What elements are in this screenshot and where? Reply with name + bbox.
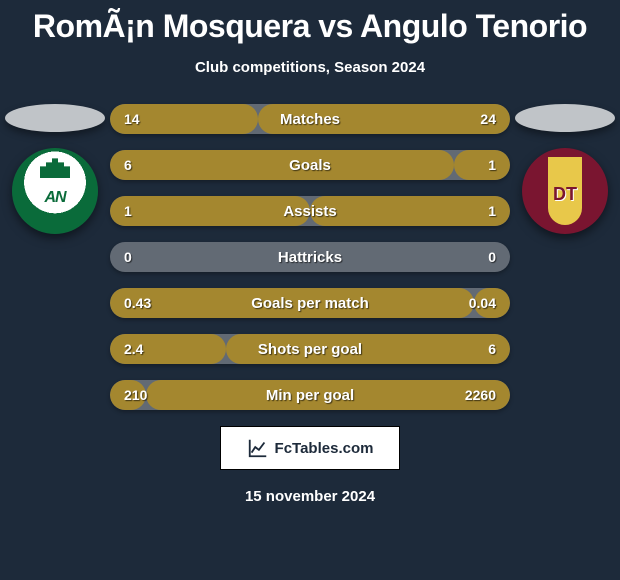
- stat-label: Goals per match: [110, 288, 510, 318]
- stat-bar-row: 00Hattricks: [110, 242, 510, 272]
- stat-bar-row: 61Goals: [110, 150, 510, 180]
- player-right-column: [510, 104, 620, 234]
- stat-bar-row: 2.46Shots per goal: [110, 334, 510, 364]
- stat-bar-row: 2102260Min per goal: [110, 380, 510, 410]
- player-left-column: [0, 104, 110, 234]
- stat-label: Min per goal: [110, 380, 510, 410]
- stat-label: Assists: [110, 196, 510, 226]
- comparison-content: 1424Matches 61Goals 11Assists 00Hattricks 0.…: [0, 104, 620, 410]
- stat-label: Matches: [110, 104, 510, 134]
- stat-bar-row: 0.430.04Goals per match: [110, 288, 510, 318]
- chart-icon: [247, 437, 269, 459]
- stat-bar-row: 11Assists: [110, 196, 510, 226]
- stat-bar-row: 1424Matches: [110, 104, 510, 134]
- date-text: 15 november 2024: [0, 488, 620, 505]
- stat-label: Hattricks: [110, 242, 510, 272]
- stat-label: Goals: [110, 150, 510, 180]
- footer-text: FcTables.com: [275, 440, 374, 457]
- stat-label: Shots per goal: [110, 334, 510, 364]
- player-right-silhouette: [515, 104, 615, 132]
- team-badge-right: [522, 148, 608, 234]
- footer-logo: FcTables.com: [220, 426, 400, 470]
- page-title: RomÃ¡n Mosquera vs Angulo Tenorio: [0, 0, 620, 45]
- team-badge-left: [12, 148, 98, 234]
- player-left-silhouette: [5, 104, 105, 132]
- subtitle: Club competitions, Season 2024: [0, 59, 620, 76]
- stat-bars-container: 1424Matches 61Goals 11Assists 00Hattricks 0.…: [110, 104, 510, 410]
